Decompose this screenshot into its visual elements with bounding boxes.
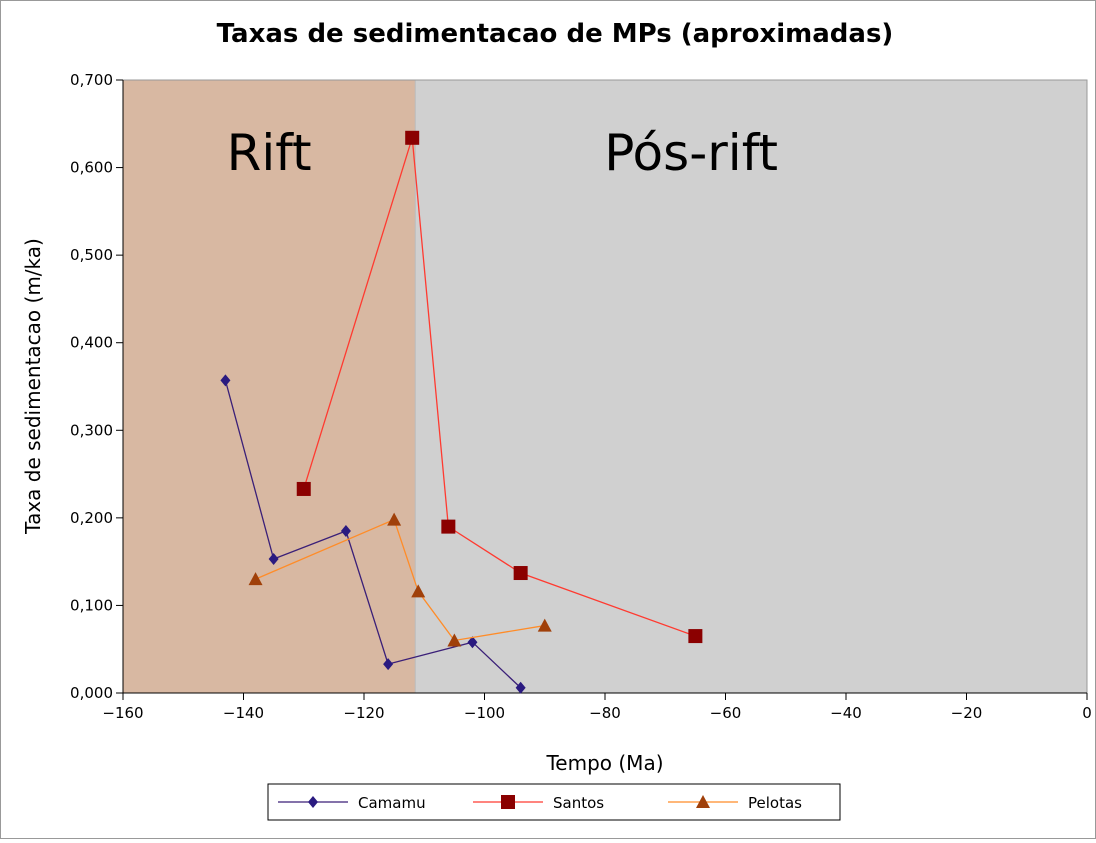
point [467,636,478,649]
legend-marker [308,796,318,808]
point [340,524,351,537]
y-tick-label: 0,300 [70,421,113,439]
point [268,553,279,566]
legend-label: Camamu [358,794,426,812]
legend-label: Pelotas [748,794,802,812]
y-tick-label: 0,700 [70,71,113,89]
x-tick-label: 0 [1082,704,1092,722]
y-tick-label: 0,200 [70,509,113,527]
point [383,658,394,671]
point [411,584,426,598]
x-tick-label: −100 [464,704,505,722]
series-line [224,380,522,689]
x-tick-label: −60 [710,704,742,722]
point [513,566,528,581]
point [537,618,552,632]
point [387,512,402,526]
region [415,80,1087,693]
point [248,572,263,586]
legend-marker [696,795,710,808]
x-tick-label: −120 [343,704,384,722]
region-label: Pós-rift [604,124,778,182]
point [515,681,526,694]
point [447,633,462,647]
x-tick-label: −160 [102,704,143,722]
x-tick-label: −140 [223,704,264,722]
point [405,130,420,145]
region-label: Rift [227,124,312,182]
y-tick-label: 0,100 [70,596,113,614]
point [441,519,456,534]
point [688,629,703,644]
point [220,374,231,387]
point [296,481,311,496]
x-tick-label: −40 [830,704,862,722]
x-axis-label: Tempo (Ma) [545,751,663,775]
y-axis-label: Taxa de sedimentacao (m/ka) [21,238,45,535]
legend-label: Santos [553,794,604,812]
x-tick-label: −20 [951,704,983,722]
region [123,80,416,693]
y-tick-label: 0,500 [70,246,113,264]
y-tick-label: 0,400 [70,334,113,352]
y-tick-label: 0,000 [70,684,113,702]
y-tick-label: 0,600 [70,159,113,177]
chart-title: Taxas de sedimentacao de MPs (aproximada… [217,19,894,49]
legend-box [267,783,841,821]
x-tick-label: −80 [589,704,621,722]
legend-marker [501,795,515,809]
